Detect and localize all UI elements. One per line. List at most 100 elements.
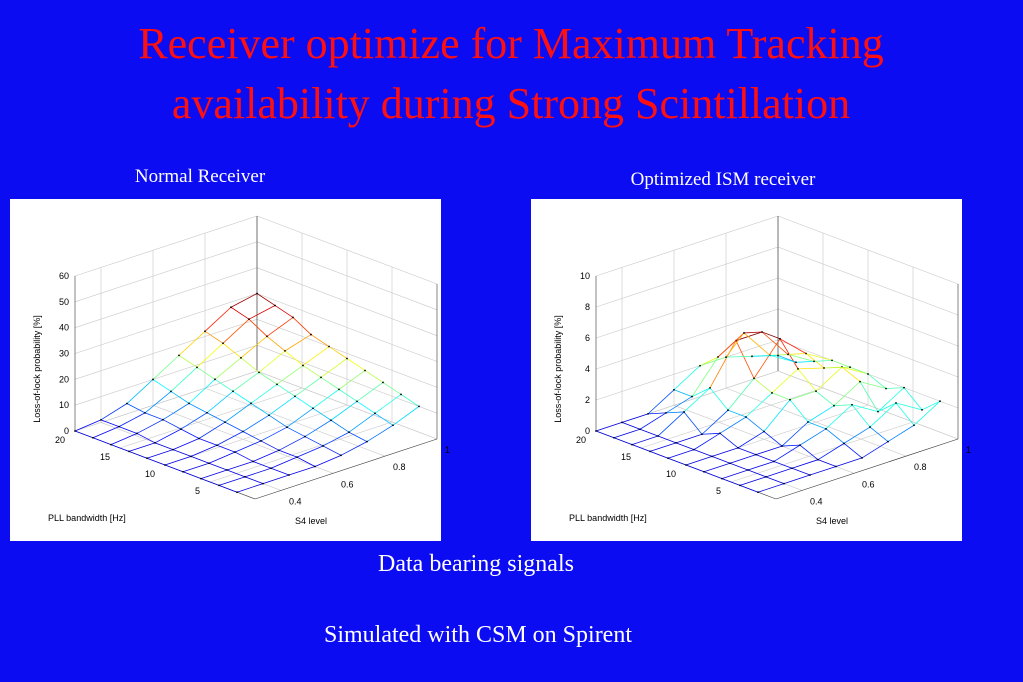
mesh-point — [835, 465, 837, 468]
mesh-edge — [737, 431, 765, 449]
mesh-edge — [753, 378, 773, 394]
mesh-point — [178, 354, 180, 357]
mesh-point — [849, 366, 851, 369]
mesh-edge — [178, 355, 198, 368]
mesh-point — [418, 405, 420, 408]
grid-line — [74, 215, 258, 277]
mesh-edge — [595, 430, 615, 439]
mesh-edge — [693, 449, 713, 457]
mesh-edge — [258, 372, 278, 385]
mesh-point — [234, 451, 236, 453]
z-tick-label: 2 — [585, 395, 590, 405]
mesh-edge — [859, 381, 879, 412]
mesh-edge — [144, 412, 164, 421]
grid-line — [725, 387, 907, 457]
mesh-point — [709, 386, 711, 389]
mesh-edge — [286, 426, 306, 437]
y-tick-label: 1 — [445, 445, 450, 455]
mesh-edge — [270, 456, 298, 469]
z-tick-label: 0 — [585, 426, 590, 436]
mesh-edge — [613, 428, 641, 439]
mesh-point — [262, 482, 264, 485]
mesh-edge — [877, 387, 905, 412]
mesh-edge — [320, 377, 340, 390]
mesh-edge — [110, 433, 138, 445]
mesh-point — [268, 414, 270, 417]
mesh-edge — [374, 394, 402, 414]
mesh-edge — [869, 426, 889, 442]
mesh-edge — [621, 413, 649, 423]
mesh-edge — [356, 382, 384, 402]
grid-line — [730, 421, 914, 483]
mesh-edge — [869, 402, 897, 428]
mesh-point — [364, 369, 366, 372]
mesh-edge — [735, 340, 755, 379]
grid-line — [119, 387, 303, 449]
mesh-point — [859, 380, 861, 383]
mesh-edge — [154, 428, 182, 444]
mesh-edge — [667, 457, 687, 466]
mesh-point — [190, 455, 192, 458]
mesh-edge — [110, 444, 130, 452]
mesh-point — [222, 342, 224, 345]
mesh-edge — [200, 478, 220, 486]
y-axis-label: S4 level — [295, 516, 327, 526]
x-axis-label: PLL bandwidth [Hz] — [48, 513, 126, 523]
mesh-edge — [234, 440, 262, 453]
y-tick-label: 0.4 — [289, 496, 302, 506]
axis-line — [254, 438, 438, 500]
x-tick-label: 10 — [145, 469, 155, 479]
mesh-point — [747, 469, 749, 471]
mesh-point — [218, 484, 220, 487]
mesh-edge — [276, 384, 296, 397]
mesh-edge — [763, 431, 783, 447]
mesh-point — [797, 367, 799, 370]
chart-title: Optimized ISM receiver — [631, 169, 816, 190]
mesh-edge — [745, 392, 773, 418]
mesh-edge — [685, 464, 705, 473]
mesh-edge — [320, 358, 348, 378]
grid-line — [74, 370, 258, 432]
mesh-edge — [841, 366, 861, 382]
x-tick-label: 5 — [195, 486, 200, 496]
mesh-point — [673, 388, 675, 391]
z-tick-label: 0 — [64, 426, 69, 436]
mesh-edge — [683, 387, 711, 413]
mesh-point — [699, 364, 701, 367]
mesh-edge — [268, 395, 296, 416]
mesh-edge — [755, 454, 775, 462]
mesh-edge — [154, 442, 174, 451]
mesh-point — [831, 359, 833, 362]
mesh-edge — [206, 412, 226, 423]
mesh-point — [204, 330, 206, 333]
mesh-point — [226, 469, 228, 471]
mesh-edge — [302, 346, 330, 366]
z-tick-label: 60 — [59, 271, 69, 281]
mesh-edge — [314, 454, 342, 467]
mesh-edge — [208, 451, 236, 464]
mesh-point — [252, 460, 254, 463]
mesh-edge — [198, 421, 226, 439]
mesh-edge — [214, 378, 234, 392]
mesh-edge — [797, 367, 825, 370]
mesh-edge — [747, 461, 775, 471]
mesh-edge — [649, 442, 677, 452]
y-tick-label: 0.8 — [393, 462, 406, 472]
mesh-edge — [118, 412, 146, 427]
mesh-edge — [260, 426, 288, 442]
mesh-point — [164, 464, 166, 466]
mesh-point — [779, 337, 781, 340]
mesh-edge — [781, 421, 809, 447]
mesh-edge — [276, 365, 304, 385]
mesh-edge — [703, 462, 731, 473]
mesh-edge — [256, 293, 276, 306]
mesh-point — [777, 354, 779, 357]
mesh-point — [711, 455, 713, 458]
mesh-point — [144, 412, 146, 414]
mesh-point — [126, 402, 128, 405]
mesh-edge — [805, 353, 833, 361]
z-tick-label: 10 — [59, 400, 69, 410]
mesh-point — [382, 381, 384, 384]
mesh-edge — [719, 432, 739, 449]
mesh-point — [328, 345, 330, 348]
